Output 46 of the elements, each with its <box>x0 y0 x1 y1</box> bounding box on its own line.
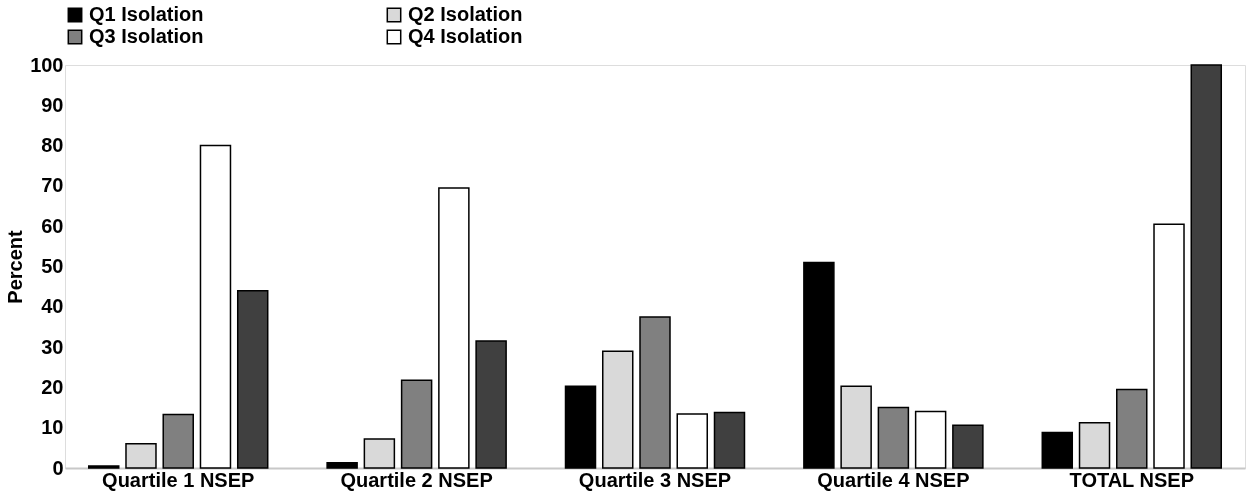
bar <box>1041 431 1074 469</box>
bar <box>438 187 470 469</box>
x-tick-label: Quartile 1 NSEP <box>102 468 255 491</box>
bar <box>400 379 433 469</box>
bar <box>1116 388 1148 469</box>
bar <box>1190 64 1223 469</box>
y-axis-title: Percent <box>4 229 27 304</box>
y-tick-label: 40 <box>41 295 64 318</box>
bar <box>1153 223 1185 469</box>
y-tick-label: 0 <box>52 456 64 479</box>
y-tick-label: 80 <box>41 134 64 157</box>
bar <box>803 261 835 469</box>
legend-label: Q4 Isolation <box>408 25 523 47</box>
bar <box>87 465 120 469</box>
y-tick-label: 100 <box>30 53 64 76</box>
bar <box>840 385 872 469</box>
bar <box>877 406 910 469</box>
bar <box>952 424 984 469</box>
bar <box>914 410 947 469</box>
bar <box>1078 422 1111 469</box>
y-tick-label: 70 <box>41 174 64 197</box>
y-tick-label: 10 <box>41 416 64 439</box>
bar <box>713 411 746 469</box>
x-tick-label: TOTAL NSEP <box>1069 468 1194 491</box>
bar <box>236 289 269 469</box>
y-tick-label: 50 <box>41 255 64 277</box>
y-tick-label: 60 <box>41 214 64 237</box>
x-tick-label: Quartile 3 NSEP <box>578 468 732 491</box>
legend-label: Q1 Isolation <box>89 3 204 25</box>
bar <box>676 413 708 469</box>
y-tick-label: 20 <box>41 375 64 398</box>
legend-label: Q2 Isolation <box>408 3 523 25</box>
bar <box>602 350 634 469</box>
y-tick-label: 30 <box>41 335 64 358</box>
x-tick-label: Quartile 4 NSEP <box>817 468 970 491</box>
bar <box>564 385 597 469</box>
legend-label: Q3 Isolation <box>89 25 204 47</box>
bar <box>363 438 396 469</box>
bar <box>326 462 358 469</box>
bar <box>199 144 232 469</box>
bar <box>639 316 671 469</box>
y-tick-label: 90 <box>41 93 64 116</box>
bar <box>162 413 194 469</box>
bar <box>125 443 157 469</box>
x-tick-label: Quartile 2 NSEP <box>340 468 493 491</box>
bar <box>475 340 507 469</box>
